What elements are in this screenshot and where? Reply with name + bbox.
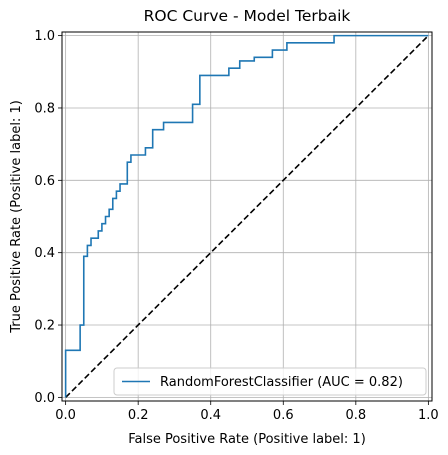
- x-axis-label: False Positive Rate (Positive label: 1): [128, 432, 366, 447]
- x-tick-label: 0.6: [273, 408, 294, 423]
- x-tick-label: 0.2: [128, 408, 149, 423]
- legend: RandomForestClassifier (AUC = 0.82): [113, 367, 427, 396]
- chart-title: ROC Curve - Model Terbaik: [144, 7, 351, 25]
- chance-line: [65, 35, 429, 398]
- y-tick-label: 0.0: [34, 391, 55, 406]
- legend-box: [113, 367, 427, 396]
- y-tick-label: 0.4: [34, 246, 55, 261]
- roc-curve-line: [64, 34, 429, 398]
- series-layer: [64, 34, 429, 398]
- axis-ticks: 0.0 0.2 0.4 0.6 0.8 1.0 0.0 0.2 0.4 0.6 0.8 1.0: [34, 29, 438, 423]
- plot-frame: [61, 31, 433, 402]
- y-tick-label: 0.6: [34, 174, 55, 189]
- x-tick-label: 0.8: [345, 408, 366, 423]
- y-tick-label: 0.8: [34, 101, 55, 116]
- x-tick-label: 0.0: [55, 408, 76, 423]
- y-axis-label: True Positive Rate (Positive label: 1): [9, 100, 24, 334]
- y-tick-label: 1.0: [34, 29, 55, 44]
- x-tick-label: 1.0: [418, 408, 439, 423]
- grid-lines: [62, 32, 432, 401]
- x-tick-label: 0.4: [200, 408, 221, 423]
- y-tick-label: 0.2: [34, 319, 55, 334]
- legend-entry-label: RandomForestClassifier (AUC = 0.82): [160, 375, 403, 390]
